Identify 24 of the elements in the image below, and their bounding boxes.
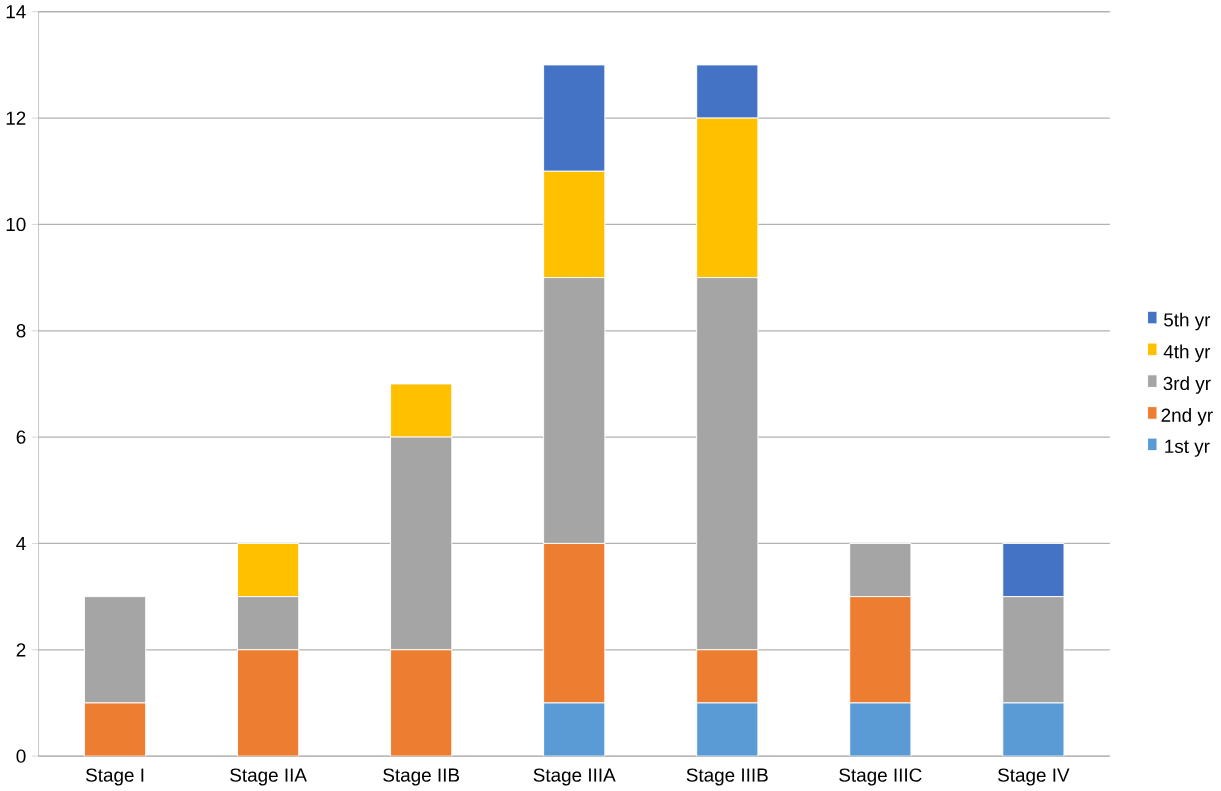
y-tick-label: 10 xyxy=(6,217,26,232)
bar xyxy=(1002,702,1065,757)
legend-label: 2nd yr xyxy=(1161,408,1213,426)
x-tick-label: Stage IIA xyxy=(230,768,307,786)
y-tick-label: 6 xyxy=(16,430,26,444)
bar xyxy=(849,702,912,757)
x-tick-label: Stage IV xyxy=(998,768,1070,786)
y-tick-label: 12 xyxy=(6,111,26,125)
bar xyxy=(696,702,759,757)
x-tick-label: Stage IIIA xyxy=(533,768,616,786)
x-tick-label: Stage IIIB xyxy=(686,768,768,786)
x-tick-label: Stage IIB xyxy=(383,768,460,786)
y-tick-label: 2 xyxy=(16,643,26,657)
x-tick-label: Stage IIIC xyxy=(839,768,922,786)
y-tick-label: 4 xyxy=(16,537,26,551)
y-tick-label: 0 xyxy=(16,749,26,763)
legend-label: 5th yr xyxy=(1164,312,1211,331)
x-tick-label: Stage I xyxy=(86,768,144,786)
legend-label: 4th yr xyxy=(1163,344,1211,363)
legend-label: 3rd yr xyxy=(1163,376,1211,394)
legend-label: 1st yr xyxy=(1165,439,1210,457)
bar xyxy=(543,702,606,757)
y-tick-label: 8 xyxy=(16,324,26,338)
y-tick-label: 14 xyxy=(6,5,26,19)
